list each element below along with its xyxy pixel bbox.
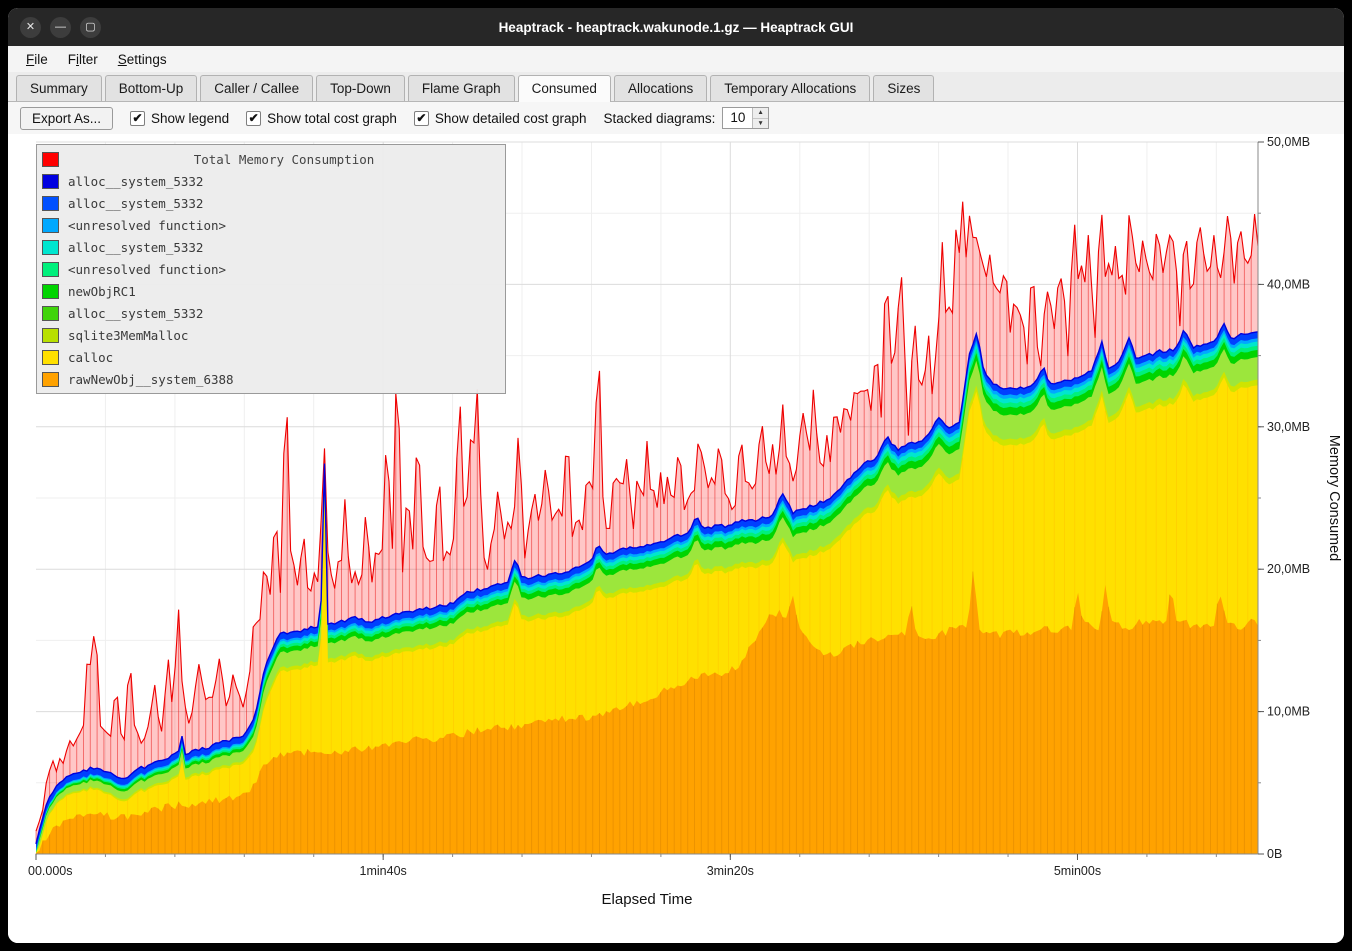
legend-label: sqlite3MemMalloc [68, 328, 188, 343]
legend-item-alloc-system-5332: alloc__system_5332 [42, 192, 500, 214]
toolbar: Export As... ✔ Show legend ✔ Show total cos… [8, 102, 1344, 134]
x-tick-label: 1min40s [360, 864, 407, 878]
checkbox-label: Show detailed cost graph [435, 111, 587, 126]
x-tick-label: 00.000s [28, 864, 72, 878]
x-tick-label: 5min00s [1054, 864, 1101, 878]
tab-top-down[interactable]: Top-Down [316, 75, 405, 101]
tab-bottom-up[interactable]: Bottom-Up [105, 75, 198, 101]
tab-consumed[interactable]: Consumed [518, 75, 611, 102]
checkbox-label: Show legend [151, 111, 229, 126]
maximize-button[interactable]: ▢ [80, 17, 101, 38]
legend-swatch [42, 328, 59, 343]
spin-buttons: ▲ ▼ [752, 108, 767, 128]
y-tick-label: 0B [1267, 847, 1282, 861]
legend-title: Total Memory Consumption [68, 152, 500, 167]
menu-settings[interactable]: Settings [108, 49, 177, 70]
legend-item-rawnewobj-system-6388: rawNewObj__system_6388 [42, 368, 500, 390]
menu-bar: FileFilterSettings [8, 46, 1344, 72]
y-tick-label: 30,0MB [1267, 420, 1310, 434]
checkbox-box[interactable]: ✔ [246, 111, 261, 126]
checkbox-show-total-cost-graph[interactable]: ✔ Show total cost graph [246, 111, 397, 126]
tab-temporary-allocations[interactable]: Temporary Allocations [710, 75, 870, 101]
checkbox-label: Show total cost graph [267, 111, 397, 126]
legend-label: alloc__system_5332 [68, 306, 203, 321]
legend-title-swatch [42, 152, 59, 167]
legend-label: calloc [68, 350, 113, 365]
legend-item-alloc-system-5332: alloc__system_5332 [42, 302, 500, 324]
stacked-diagrams-spinbox[interactable]: 10 ▲ ▼ [722, 107, 768, 129]
legend-item-alloc-system-5332: alloc__system_5332 [42, 170, 500, 192]
legend-entries: alloc__system_5332 alloc__system_5332 <unr… [42, 170, 500, 390]
menu-filter[interactable]: Filter [58, 49, 108, 70]
toolbar-checkboxes: ✔ Show legend ✔ Show total cost graph ✔ Show … [130, 111, 587, 126]
tab-bar: SummaryBottom-UpCaller / CalleeTop-DownF… [8, 72, 1344, 102]
spin-up-button[interactable]: ▲ [753, 108, 767, 119]
tab-sizes[interactable]: Sizes [873, 75, 934, 101]
legend-swatch [42, 350, 59, 365]
x-tick-label: 3min20s [707, 864, 754, 878]
menu-file[interactable]: File [16, 49, 58, 70]
checkbox-show-detailed-cost-graph[interactable]: ✔ Show detailed cost graph [414, 111, 587, 126]
window-controls: ✕ — ▢ [20, 8, 101, 46]
legend-item-sqlite3memmalloc: sqlite3MemMalloc [42, 324, 500, 346]
legend-label: <unresolved function> [68, 262, 226, 277]
legend-title-row: Total Memory Consumption [42, 148, 500, 170]
legend-item-alloc-system-5332: alloc__system_5332 [42, 236, 500, 258]
checkbox-show-legend[interactable]: ✔ Show legend [130, 111, 229, 126]
checkbox-box[interactable]: ✔ [414, 111, 429, 126]
legend-swatch [42, 372, 59, 387]
legend-swatch [42, 196, 59, 211]
y-tick-label: 10,0MB [1267, 705, 1310, 719]
legend-label: rawNewObj__system_6388 [68, 372, 234, 387]
stacked-diagrams-value[interactable]: 10 [723, 108, 752, 128]
legend-swatch [42, 218, 59, 233]
chart-legend: Total Memory Consumption alloc__system_5… [36, 144, 506, 394]
legend-label: alloc__system_5332 [68, 196, 203, 211]
tab-flame-graph[interactable]: Flame Graph [408, 75, 515, 101]
x-axis-title: Elapsed Time [602, 891, 693, 908]
legend-swatch [42, 262, 59, 277]
titlebar[interactable]: ✕ — ▢ Heaptrack - heaptrack.wakunode.1.gz … [8, 8, 1344, 46]
export-as-button[interactable]: Export As... [20, 107, 113, 130]
legend-item-calloc: calloc [42, 346, 500, 368]
legend-label: newObjRC1 [68, 284, 136, 299]
tab-allocations[interactable]: Allocations [614, 75, 707, 101]
legend-swatch [42, 240, 59, 255]
legend-label: alloc__system_5332 [68, 174, 203, 189]
stacked-diagrams-group: Stacked diagrams: 10 ▲ ▼ [604, 107, 769, 129]
legend-swatch [42, 306, 59, 321]
window-title: Heaptrack - heaptrack.wakunode.1.gz — He… [8, 20, 1344, 35]
legend-item-unresolved-function: <unresolved function> [42, 258, 500, 280]
legend-item-unresolved-function: <unresolved function> [42, 214, 500, 236]
legend-swatch [42, 174, 59, 189]
close-button[interactable]: ✕ [20, 17, 41, 38]
legend-label: alloc__system_5332 [68, 240, 203, 255]
checkbox-box[interactable]: ✔ [130, 111, 145, 126]
y-tick-label: 20,0MB [1267, 562, 1310, 576]
legend-item-newobjrc1: newObjRC1 [42, 280, 500, 302]
legend-label: <unresolved function> [68, 218, 226, 233]
spin-down-button[interactable]: ▼ [753, 119, 767, 129]
legend-swatch [42, 284, 59, 299]
stacked-diagrams-label: Stacked diagrams: [604, 111, 716, 126]
y-axis-title: Memory Consumed [1326, 435, 1342, 562]
tab-summary[interactable]: Summary [16, 75, 102, 101]
heaptrack-window: ✕ — ▢ Heaptrack - heaptrack.wakunode.1.gz … [8, 8, 1344, 943]
tab-caller-callee[interactable]: Caller / Callee [200, 75, 313, 101]
minimize-button[interactable]: — [50, 17, 71, 38]
y-tick-label: 50,0MB [1267, 135, 1310, 149]
consumed-chart[interactable]: 00.000s 1min40s 3min20s 5min00s 0B 10,0MB 20,0… [8, 134, 1344, 943]
y-tick-label: 40,0MB [1267, 277, 1310, 291]
